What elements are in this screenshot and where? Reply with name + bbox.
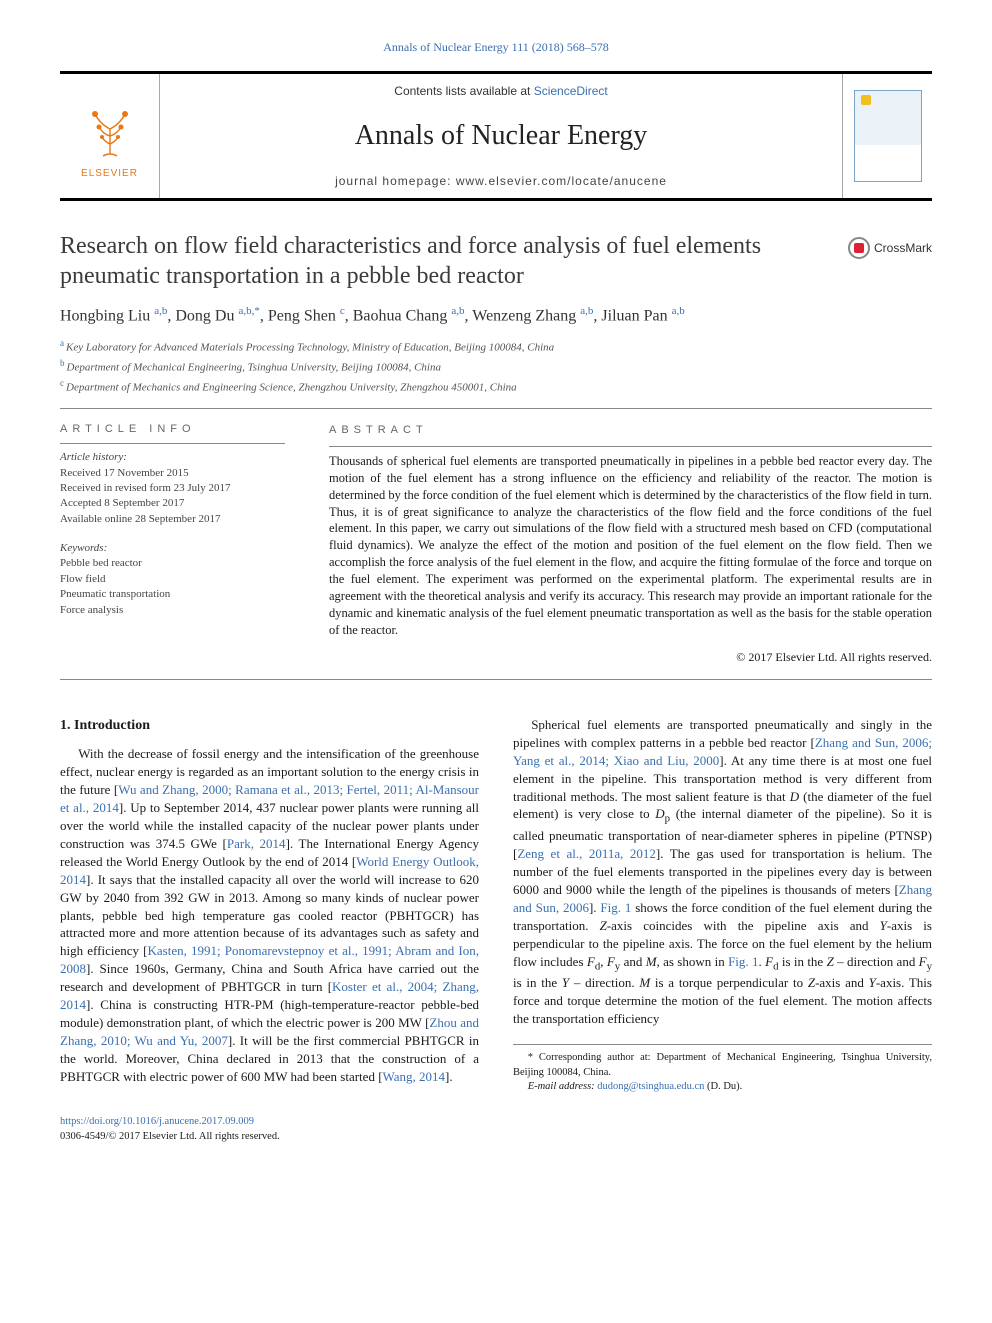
doi-link[interactable]: https://doi.org/10.1016/j.anucene.2017.0… xyxy=(60,1115,932,1130)
history-line: Available online 28 September 2017 xyxy=(60,512,285,527)
cover-thumbnail-icon xyxy=(854,90,922,182)
citation-link[interactable]: World Energy Outlook, 2014 xyxy=(60,854,479,887)
body-paragraph: Spherical fuel elements are transported … xyxy=(513,716,932,1028)
affiliations: aKey Laboratory for Advanced Materials P… xyxy=(60,337,932,396)
journal-homepage[interactable]: journal homepage: www.elsevier.com/locat… xyxy=(335,174,667,188)
keywords-label: Keywords: xyxy=(60,541,285,556)
publisher-logo[interactable]: ELSEVIER xyxy=(60,74,160,198)
article-info-column: ARTICLE INFO Article history: Received 1… xyxy=(60,423,285,665)
figure-link[interactable]: Fig. 1 xyxy=(728,954,758,969)
crossmark-badge[interactable]: CrossMark xyxy=(848,237,932,259)
keyword: Force analysis xyxy=(60,603,285,618)
corresponding-footnote: * Corresponding author at: Department of… xyxy=(513,1051,932,1080)
body-paragraph: With the decrease of fossil energy and t… xyxy=(60,745,479,1086)
copyright-line: © 2017 Elsevier Ltd. All rights reserved… xyxy=(329,649,932,665)
abstract-heading: ABSTRACT xyxy=(329,423,932,438)
issn-copyright: 0306-4549/© 2017 Elsevier Ltd. All right… xyxy=(60,1130,932,1145)
history-line: Received 17 November 2015 xyxy=(60,466,285,481)
contents-prefix: Contents lists available at xyxy=(394,84,533,98)
citation-link[interactable]: Kasten, 1991; Ponomarevstepnoy et al., 1… xyxy=(60,943,479,976)
abstract-text: Thousands of spherical fuel elements are… xyxy=(329,453,932,639)
citation-link[interactable]: Zeng et al., 2011a, 2012 xyxy=(517,846,656,861)
journal-name: Annals of Nuclear Energy xyxy=(355,120,648,152)
citation-link[interactable]: Zhang and Sun, 2006 xyxy=(513,882,932,915)
article-title: Research on flow field characteristics a… xyxy=(60,231,830,291)
history-line: Received in revised form 23 July 2017 xyxy=(60,481,285,496)
publisher-name: ELSEVIER xyxy=(81,168,138,179)
article-body: 1. Introduction With the decrease of fos… xyxy=(60,716,932,1095)
elsevier-tree-icon xyxy=(75,94,145,164)
keyword: Pebble bed reactor xyxy=(60,556,285,571)
journal-cover[interactable] xyxy=(842,74,932,198)
email-footnote: E-mail address: dudong@tsinghua.edu.cn (… xyxy=(513,1080,932,1095)
abstract-column: ABSTRACT Thousands of spherical fuel ele… xyxy=(329,423,932,665)
header-center: Contents lists available at ScienceDirec… xyxy=(160,74,842,198)
history-label: Article history: xyxy=(60,450,285,465)
crossmark-icon xyxy=(848,237,870,259)
citation-link[interactable]: Park, 2014 xyxy=(227,836,286,851)
footnotes: * Corresponding author at: Department of… xyxy=(513,1044,932,1095)
author-list: Hongbing Liu a,b, Dong Du a,b,*, Peng Sh… xyxy=(60,305,932,325)
crossmark-label: CrossMark xyxy=(874,241,932,255)
divider xyxy=(60,679,932,680)
page-footer: https://doi.org/10.1016/j.anucene.2017.0… xyxy=(60,1115,932,1144)
citation-link[interactable]: Zhang and Sun, 2006; Yang et al., 2014; … xyxy=(513,735,932,768)
email-link[interactable]: dudong@tsinghua.edu.cn xyxy=(597,1081,704,1092)
citation-link[interactable]: Wu and Zhang, 2000; Ramana et al., 2013;… xyxy=(60,782,479,815)
divider xyxy=(60,408,932,409)
article-info-heading: ARTICLE INFO xyxy=(60,423,285,435)
contents-available: Contents lists available at ScienceDirec… xyxy=(394,84,607,98)
footnote-star: * xyxy=(528,1052,539,1063)
sciencedirect-link[interactable]: ScienceDirect xyxy=(534,84,608,98)
section-heading: 1. Introduction xyxy=(60,716,479,735)
citation-link[interactable]: Zhou and Zhang, 2010; Wu and Yu, 2007 xyxy=(60,1015,479,1048)
citation-link[interactable]: Wang, 2014 xyxy=(383,1069,446,1084)
history-line: Accepted 8 September 2017 xyxy=(60,496,285,511)
keyword: Flow field xyxy=(60,572,285,587)
figure-link[interactable]: Fig. 1 xyxy=(600,900,631,915)
journal-header: ELSEVIER Contents lists available at Sci… xyxy=(60,71,932,201)
citation-link[interactable]: Koster et al., 2004; Zhang, 2014 xyxy=(60,979,479,1012)
keyword: Pneumatic transportation xyxy=(60,587,285,602)
journal-citation[interactable]: Annals of Nuclear Energy 111 (2018) 568–… xyxy=(60,40,932,55)
